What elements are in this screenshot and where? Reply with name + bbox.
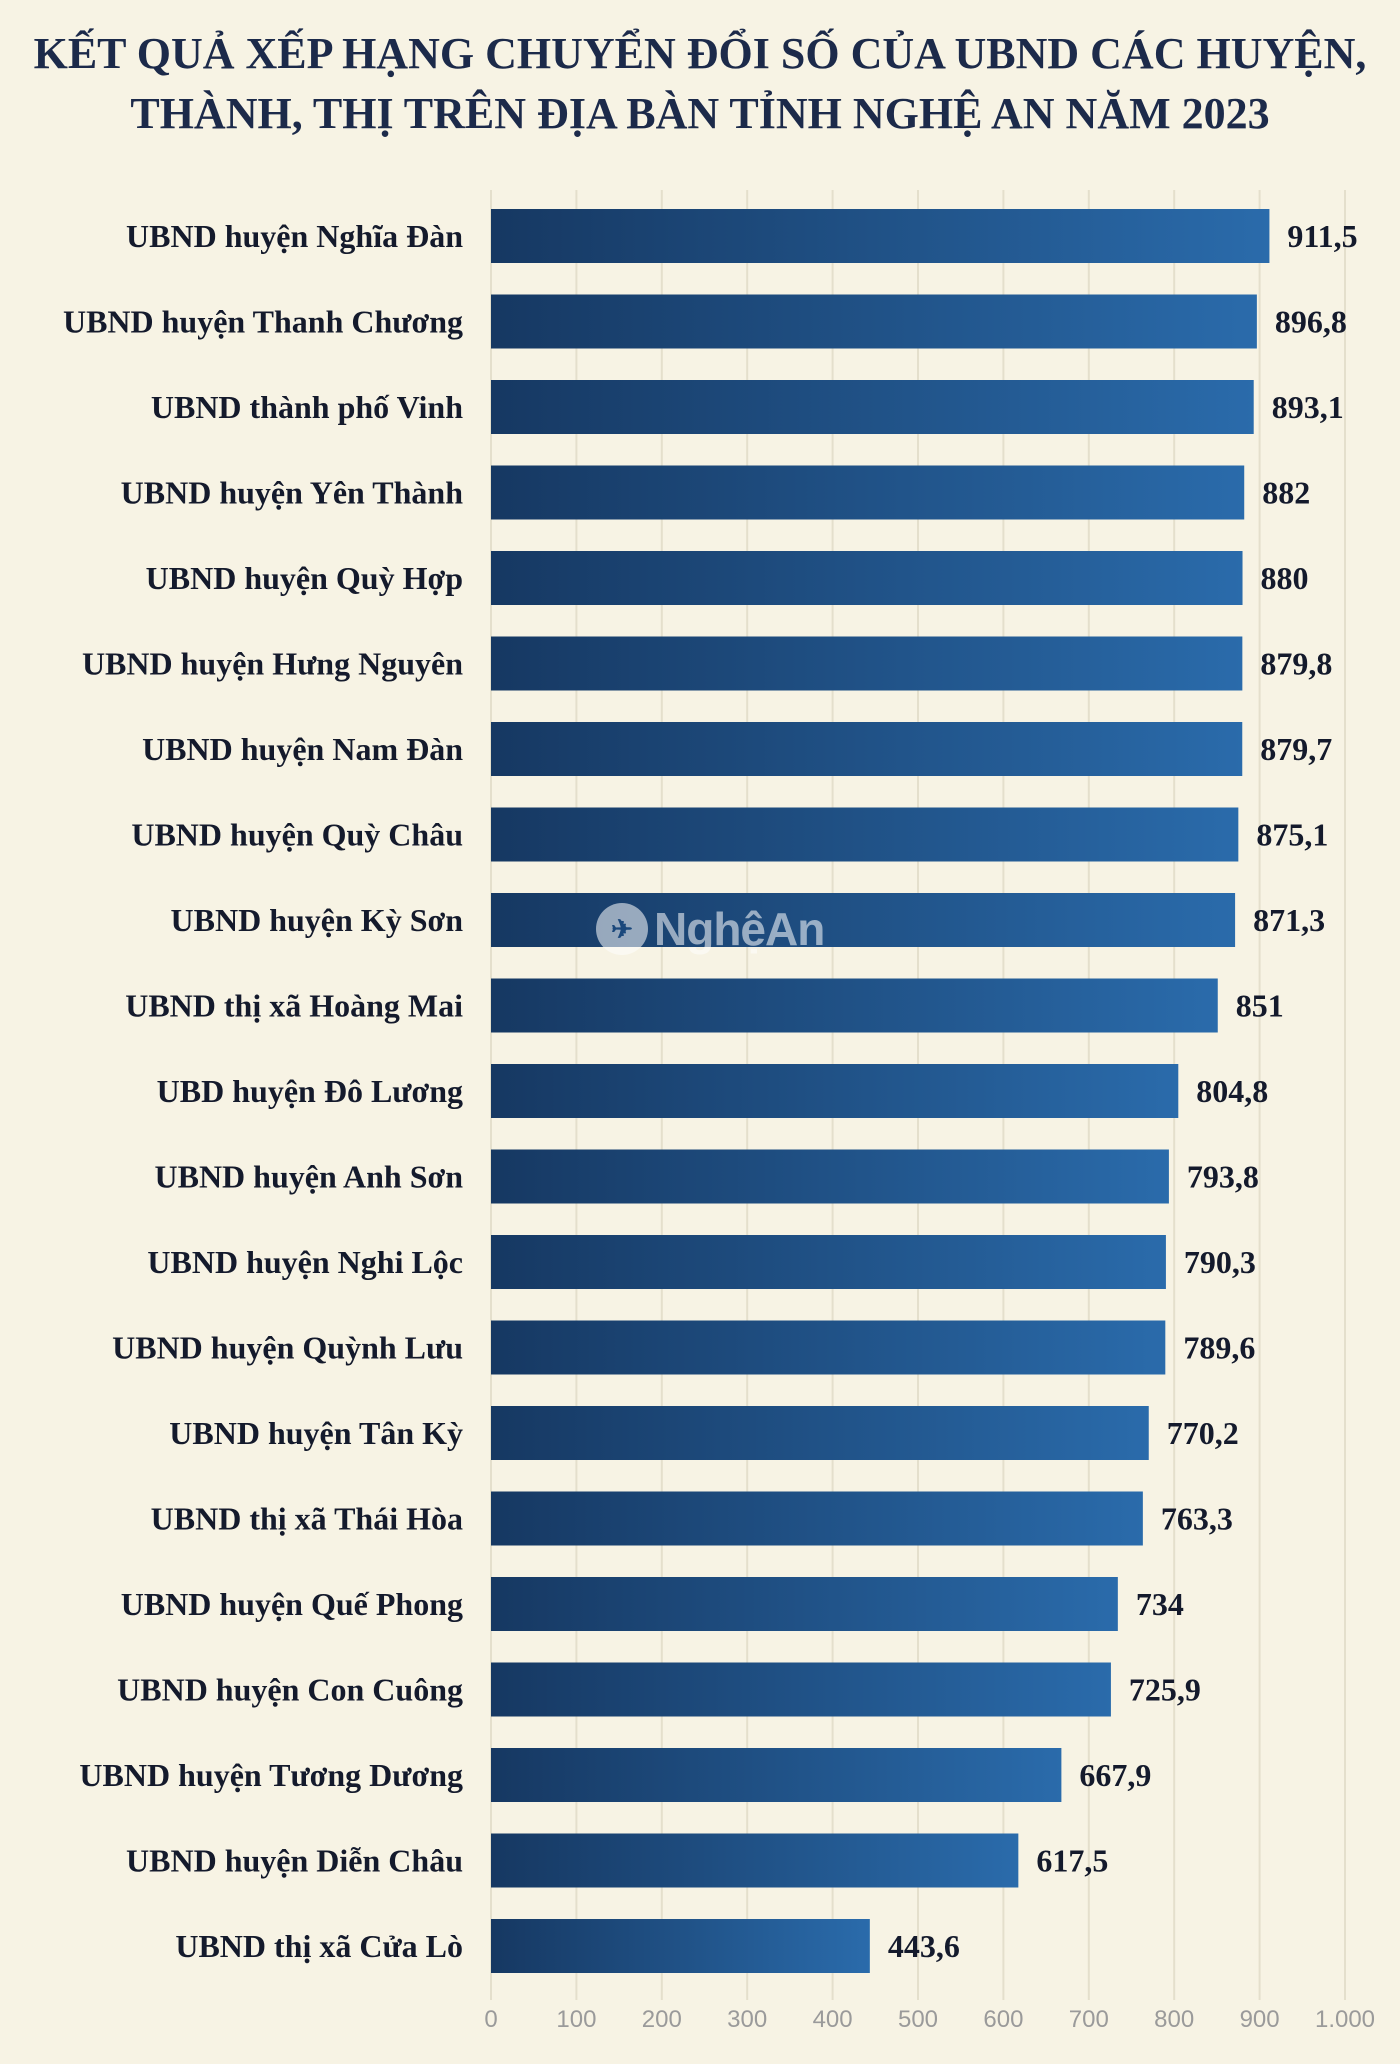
- category-label: UBND huyện Tân Kỳ: [169, 1415, 463, 1451]
- bar: [491, 1064, 1179, 1118]
- value-label: 443,6: [888, 1928, 960, 1964]
- x-tick-label: 500: [898, 2006, 938, 2033]
- bar: [491, 294, 1257, 349]
- category-label: UBND huyện Quỳnh Lưu: [112, 1330, 463, 1366]
- category-label: UBND huyện Tương Dương: [79, 1757, 463, 1793]
- value-label: 725,9: [1129, 1672, 1201, 1708]
- bar: [491, 722, 1243, 776]
- x-tick-label: 600: [983, 2006, 1023, 2033]
- x-tick-label: 700: [1069, 2006, 1109, 2033]
- category-label: UBND thị xã Cửa Lò: [175, 1928, 463, 1964]
- category-label: UBND huyện Kỳ Sơn: [171, 902, 464, 938]
- value-label: 896,8: [1275, 304, 1347, 340]
- category-label: UBND thị xã Hoàng Mai: [125, 988, 463, 1024]
- category-label: UBD huyện Đô Lương: [157, 1073, 463, 1109]
- value-label: 770,2: [1167, 1415, 1239, 1451]
- bar: [491, 636, 1243, 691]
- bar: [491, 1235, 1166, 1289]
- x-tick-label: 900: [1240, 2006, 1280, 2033]
- category-label: UBND huyện Nam Đàn: [142, 731, 463, 767]
- x-tick-label: 100: [556, 2006, 596, 2033]
- category-label: UBND huyện Quỳ Hợp: [146, 560, 463, 596]
- chart-title-line-2: THÀNH, THỊ TRÊN ĐỊA BÀN TỈNH NGHỆ AN NĂM…: [130, 89, 1270, 138]
- bar: [491, 209, 1270, 263]
- value-label: 851: [1236, 988, 1284, 1024]
- bar: [491, 807, 1239, 862]
- value-label: 893,1: [1272, 389, 1344, 425]
- category-label: UBND huyện Quế Phong: [121, 1586, 463, 1622]
- value-label: 793,8: [1187, 1159, 1259, 1195]
- bar: [491, 380, 1254, 434]
- value-label: 789,6: [1183, 1330, 1255, 1366]
- x-tick-label: 300: [727, 2006, 767, 2033]
- x-axis-ticks: 0 100 200 300 400 500 600 700 800 900 1.000: [484, 2006, 1375, 2033]
- value-label: 734: [1136, 1586, 1184, 1622]
- value-label: 790,3: [1184, 1244, 1256, 1280]
- category-label: UBND huyện Hưng Nguyên: [82, 646, 463, 682]
- value-label: 880: [1261, 560, 1309, 596]
- category-label: UBND huyện Diễn Châu: [126, 1843, 463, 1879]
- value-label: 617,5: [1036, 1843, 1108, 1879]
- bar: [491, 551, 1243, 605]
- bar: [491, 1406, 1149, 1460]
- value-label: 871,3: [1253, 902, 1325, 938]
- value-label: 882: [1262, 475, 1310, 511]
- category-label: UBND huyện Nghĩa Đàn: [126, 218, 463, 254]
- category-label: UBND huyện Thanh Chương: [63, 304, 463, 340]
- bar: [491, 1662, 1111, 1717]
- category-label: UBND huyện Anh Sơn: [154, 1159, 463, 1195]
- x-tick-label: 400: [813, 2006, 853, 2033]
- x-tick-label: 1.000: [1315, 2006, 1375, 2033]
- bar: [491, 1748, 1062, 1802]
- value-label: 879,7: [1260, 731, 1332, 767]
- value-label: 667,9: [1079, 1757, 1151, 1793]
- bar: [491, 893, 1236, 947]
- bar: [491, 1919, 870, 1973]
- value-label: 875,1: [1256, 817, 1328, 853]
- bar: [491, 1320, 1166, 1375]
- bar: [491, 1833, 1019, 1888]
- bar: [491, 978, 1218, 1033]
- x-tick-label: 800: [1154, 2006, 1194, 2033]
- value-label: 879,8: [1260, 646, 1332, 682]
- value-label: 804,8: [1196, 1073, 1268, 1109]
- category-label: UBND thành phố Vinh: [151, 389, 463, 425]
- bar: [491, 465, 1245, 520]
- chart-title: KẾT QUẢ XẾP HẠNG CHUYỂN ĐỔI SỐ CỦA UBND …: [0, 24, 1400, 144]
- value-label: 763,3: [1161, 1501, 1233, 1537]
- bar: [491, 1577, 1118, 1631]
- bars: [491, 209, 1270, 1973]
- chart-title-line-1: KẾT QUẢ XẾP HẠNG CHUYỂN ĐỔI SỐ CỦA UBND …: [33, 29, 1367, 78]
- value-label: 911,5: [1287, 218, 1357, 254]
- category-label: UBND huyện Yên Thành: [121, 475, 464, 511]
- category-labels: UBND huyện Nghĩa Đàn UBND huyện Thanh Chư…: [63, 218, 463, 1964]
- bar: [491, 1149, 1169, 1204]
- category-label: UBND huyện Nghi Lộc: [147, 1244, 463, 1280]
- category-label: UBND huyện Quỳ Châu: [131, 817, 463, 853]
- x-tick-label: 200: [642, 2006, 682, 2033]
- bar: [491, 1491, 1143, 1546]
- category-label: UBND thị xã Thái Hòa: [151, 1501, 463, 1537]
- value-labels: 911,5 896,8 893,1 882 880 879,8 879,7 875,1 871,…: [888, 218, 1358, 1964]
- x-tick-label: 0: [484, 2006, 497, 2033]
- category-label: UBND huyện Con Cuông: [117, 1672, 463, 1708]
